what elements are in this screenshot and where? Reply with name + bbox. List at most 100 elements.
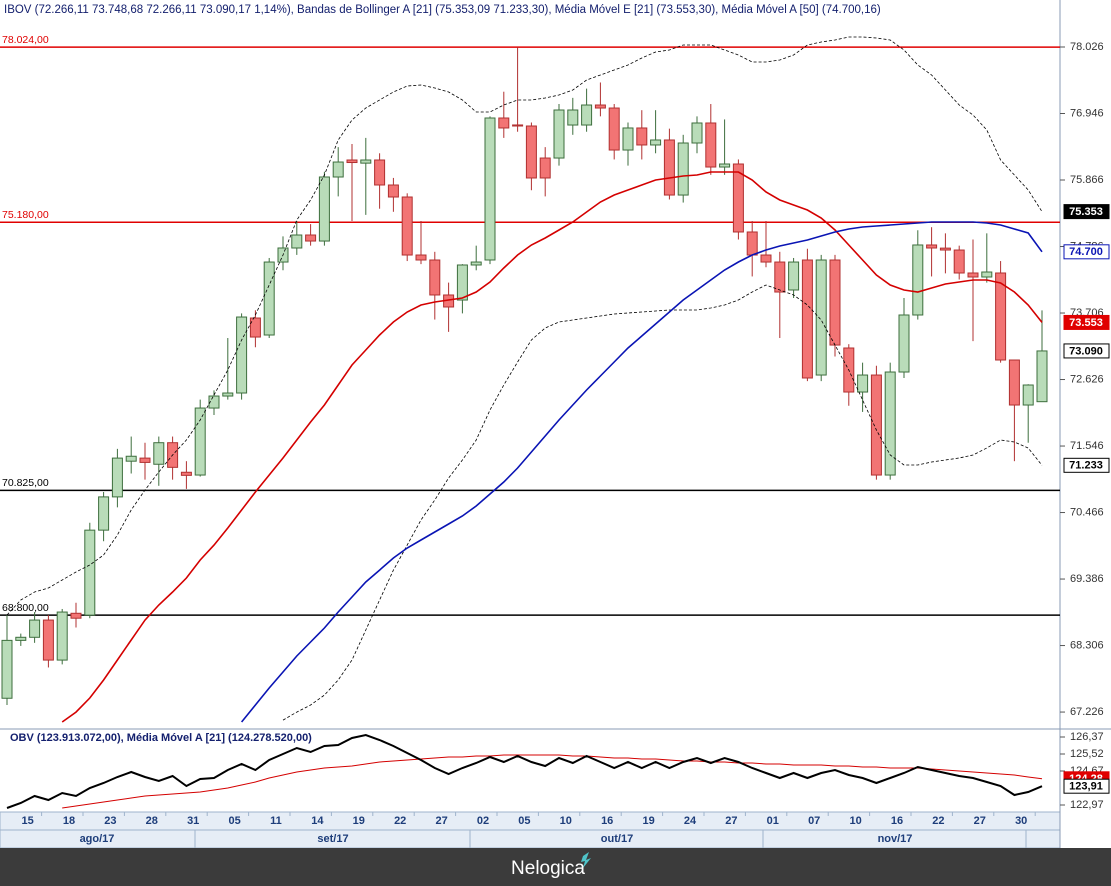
candle-body: [1, 639, 13, 699]
last-value-label: 74.700: [1069, 246, 1103, 258]
candle-body: [939, 247, 951, 251]
candle-body: [29, 619, 41, 638]
level-label: 68.800,00: [2, 602, 49, 614]
y-tick-label: 71.546: [1070, 440, 1104, 452]
candle-body: [15, 636, 27, 641]
candle-body: [429, 259, 441, 296]
candle-body: [912, 244, 924, 316]
candle-body: [42, 619, 54, 661]
x-tick-label: 10: [849, 815, 861, 827]
candle-body: [857, 374, 869, 393]
y-tick-label: 70.466: [1070, 506, 1104, 518]
candle-body: [884, 371, 896, 476]
x-tick-label: 19: [353, 815, 365, 827]
level-label: 78.024,00: [2, 34, 49, 46]
candle-body: [525, 125, 537, 179]
candle-body: [981, 271, 993, 278]
candle-body: [732, 163, 744, 233]
candle-body: [995, 272, 1007, 361]
candle-body: [636, 127, 648, 146]
candle-body: [1022, 384, 1034, 406]
candle-body: [56, 611, 68, 661]
candle-body: [677, 142, 689, 196]
x-tick-label: 05: [518, 815, 530, 827]
candle-body: [360, 159, 372, 164]
candle-body: [829, 259, 841, 346]
x-tick-label: 16: [601, 815, 613, 827]
x-tick-label: 24: [684, 815, 697, 827]
x-tick-label: 27: [974, 815, 986, 827]
last-value-box: [1063, 778, 1110, 794]
x-tick-label: 28: [146, 815, 158, 827]
footer-brand: Nelogica: [511, 858, 585, 879]
candle-body: [139, 457, 151, 463]
x-tick-label: 05: [228, 815, 240, 827]
candle-body: [774, 261, 786, 293]
x-tick-label: 23: [104, 815, 116, 827]
candle-body: [953, 249, 965, 274]
candle-body: [332, 161, 344, 178]
candle-body: [401, 196, 413, 256]
candle-body: [498, 117, 510, 129]
candle-body: [898, 314, 910, 373]
candle-body: [926, 244, 938, 249]
month-label: out/17: [601, 833, 633, 845]
candle-body: [746, 231, 758, 256]
candle-body: [815, 259, 827, 376]
candle-body: [180, 471, 192, 476]
x-tick-label: 22: [932, 815, 944, 827]
x-tick-label: 01: [767, 815, 779, 827]
candle-body: [484, 117, 496, 261]
bollinger-band: [6, 36, 1043, 616]
y-tick-label: 72.626: [1070, 373, 1104, 385]
candle-body: [291, 234, 303, 249]
candle-body: [650, 139, 662, 146]
candle-body: [622, 127, 634, 151]
candle-body: [456, 264, 468, 301]
candle-body: [98, 496, 110, 531]
candle-body: [194, 407, 206, 476]
moving-average: [61, 171, 1043, 723]
moving-average: [240, 221, 1043, 723]
last-value-box: [1063, 457, 1110, 473]
x-tick-label: 14: [311, 815, 324, 827]
main-title: IBOV (72.266,11 73.748,68 72.266,11 73.0…: [4, 4, 881, 16]
candle-body: [539, 157, 551, 179]
candle-body: [84, 529, 96, 616]
y-tick-label: 69.386: [1070, 573, 1104, 585]
candle-body: [222, 392, 234, 397]
bollinger-band: [282, 284, 1043, 721]
last-value-box: [1063, 244, 1110, 260]
y-tick-label: 78.026: [1070, 41, 1104, 53]
month-label: set/17: [317, 833, 348, 845]
last-value-label: 73.090: [1069, 345, 1103, 357]
candle-body: [387, 184, 399, 198]
x-tick-label: 19: [642, 815, 654, 827]
y-tick-label: 75.866: [1070, 174, 1104, 186]
candle-body: [374, 159, 386, 186]
candle-body: [236, 316, 248, 394]
candle-body: [663, 139, 675, 196]
candle-body: [153, 442, 165, 465]
candle-body: [760, 254, 772, 263]
x-tick-label: 31: [187, 815, 199, 827]
candle-body: [870, 374, 882, 476]
candle-body: [788, 261, 800, 291]
indicator-line: [6, 733, 1043, 809]
x-tick-label: 30: [1015, 815, 1027, 827]
x-tick-label: 07: [808, 815, 820, 827]
candle-body: [608, 107, 620, 151]
candle-body: [705, 122, 717, 168]
y-tick-label: 122,97: [1070, 799, 1104, 811]
candle-body: [318, 176, 330, 242]
candle-body: [346, 159, 358, 164]
x-tick-label: 02: [477, 815, 489, 827]
candle-body: [512, 124, 524, 127]
y-tick-label: 68.306: [1070, 639, 1104, 651]
candle-body: [719, 163, 731, 168]
indicator-line: [62, 754, 1043, 809]
x-tick-label: 27: [725, 815, 737, 827]
candle-body: [249, 317, 261, 338]
